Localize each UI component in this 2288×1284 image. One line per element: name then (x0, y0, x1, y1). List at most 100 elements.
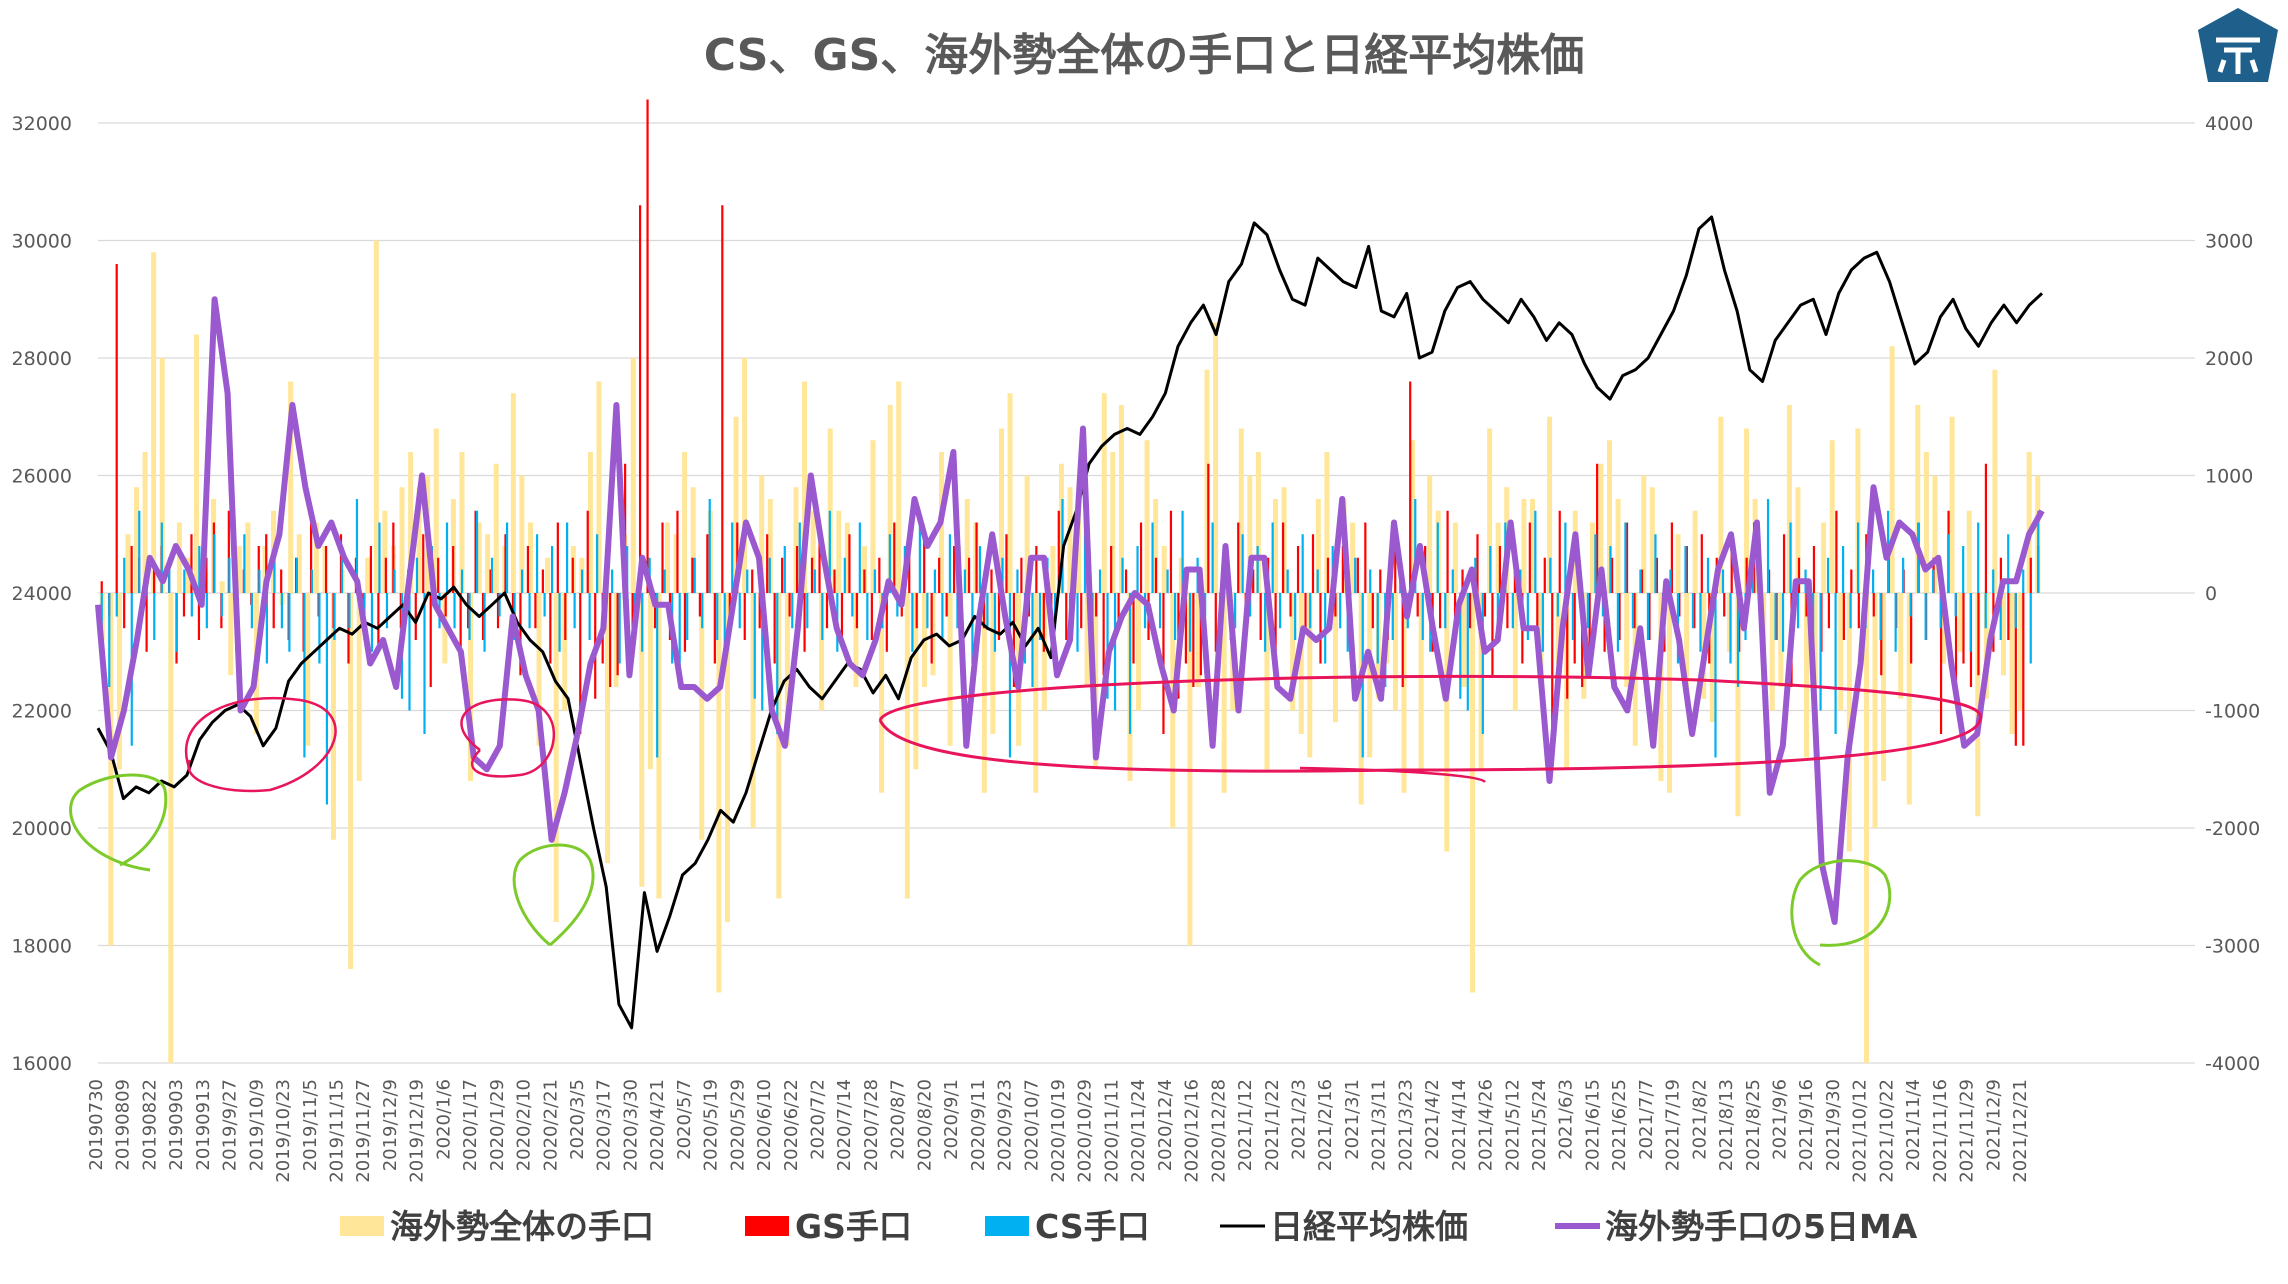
bar (1136, 546, 1139, 593)
bar (738, 593, 741, 629)
x-tick: 2020/1/29 (487, 1079, 508, 1171)
bar (885, 593, 888, 652)
bar (1184, 593, 1187, 664)
bar (1401, 593, 1404, 687)
bar (1729, 593, 1732, 664)
bar (1341, 546, 1345, 593)
bar (724, 593, 730, 922)
bar (1872, 593, 1878, 828)
x-tick: 2020/3/5 (567, 1079, 588, 1160)
bar (813, 569, 816, 593)
bar (1117, 593, 1120, 629)
bar (2022, 569, 2025, 593)
bar (2007, 534, 2010, 593)
bar (370, 593, 374, 652)
y-right-tick: 4000 (2205, 113, 2253, 135)
bar (549, 593, 552, 664)
bar (1241, 534, 1244, 593)
y-right-tick: -4000 (2205, 1053, 2260, 1075)
bar (1821, 522, 1827, 593)
bar (1414, 499, 1417, 593)
bar (721, 205, 724, 593)
bar (2037, 510, 2040, 593)
bar (1977, 593, 1980, 676)
bar (566, 522, 569, 593)
bar (1392, 593, 1398, 711)
bar (1506, 593, 1509, 629)
bar (197, 593, 201, 640)
bar (340, 557, 344, 593)
bar (586, 510, 589, 593)
bar (453, 593, 456, 629)
green-annotation (512, 843, 595, 947)
bar (1631, 593, 1635, 629)
bar (701, 593, 704, 629)
bar (423, 593, 426, 734)
bar (527, 522, 533, 593)
bar (647, 593, 653, 770)
bar (303, 593, 306, 758)
bar (833, 569, 836, 593)
bar (1294, 593, 1297, 640)
bar (1610, 557, 1614, 593)
bar (468, 593, 471, 640)
bar (1549, 557, 1552, 593)
bar (1315, 499, 1321, 593)
bar (1461, 569, 1464, 593)
bar (108, 593, 114, 946)
bar (613, 593, 619, 687)
bar (1481, 593, 1484, 734)
x-tick: 2020/11/11 (1101, 1079, 1122, 1183)
bar (1949, 416, 1955, 593)
x-tick: 2020/9/11 (968, 1079, 989, 1171)
bar (483, 593, 486, 652)
bar (1067, 487, 1073, 593)
bar (1678, 593, 1681, 617)
bar (1038, 593, 1042, 640)
bar (571, 557, 574, 593)
series-line (96, 215, 2044, 1030)
bar (1409, 381, 1412, 593)
bar (416, 487, 422, 593)
bar (1033, 593, 1039, 793)
bar (526, 546, 530, 593)
bar (1121, 557, 1124, 593)
bar (1110, 546, 1113, 593)
bar (1906, 593, 1912, 805)
bar (528, 593, 531, 629)
bar (190, 593, 193, 617)
bar (716, 593, 719, 640)
bar (1983, 593, 1989, 699)
bar (1491, 593, 1494, 676)
bar (698, 593, 701, 617)
bar (1924, 593, 1927, 640)
bar (1658, 593, 1664, 781)
x-tick: 2020/3/30 (620, 1079, 641, 1171)
bar (1489, 546, 1492, 593)
bar (1304, 593, 1307, 629)
bar (1640, 569, 1644, 593)
x-tick: 2020/2/10 (514, 1079, 535, 1171)
bar (1975, 593, 1981, 817)
green-annotation (1790, 859, 1892, 967)
bar (661, 522, 664, 593)
x-tick: 2021/10/22 (1876, 1079, 1897, 1183)
x-tick: 2020/11/24 (1128, 1079, 1149, 1183)
y-right-tick: -2000 (2205, 818, 2260, 840)
x-tick: 2021/11/16 (1930, 1079, 1951, 1183)
bar (858, 522, 861, 593)
bar (1124, 569, 1128, 593)
bar (1128, 593, 1132, 734)
bar (1769, 593, 1775, 711)
bar (1035, 546, 1038, 593)
x-tick: 2021/10/12 (1850, 1079, 1871, 1183)
bar (1618, 593, 1621, 640)
bar (2018, 593, 2024, 711)
bar (1939, 593, 1943, 734)
bar (1178, 557, 1184, 593)
bar (333, 593, 336, 640)
bar (399, 593, 402, 629)
bar (941, 593, 944, 640)
bar (1735, 593, 1741, 817)
bar (1586, 593, 1589, 629)
